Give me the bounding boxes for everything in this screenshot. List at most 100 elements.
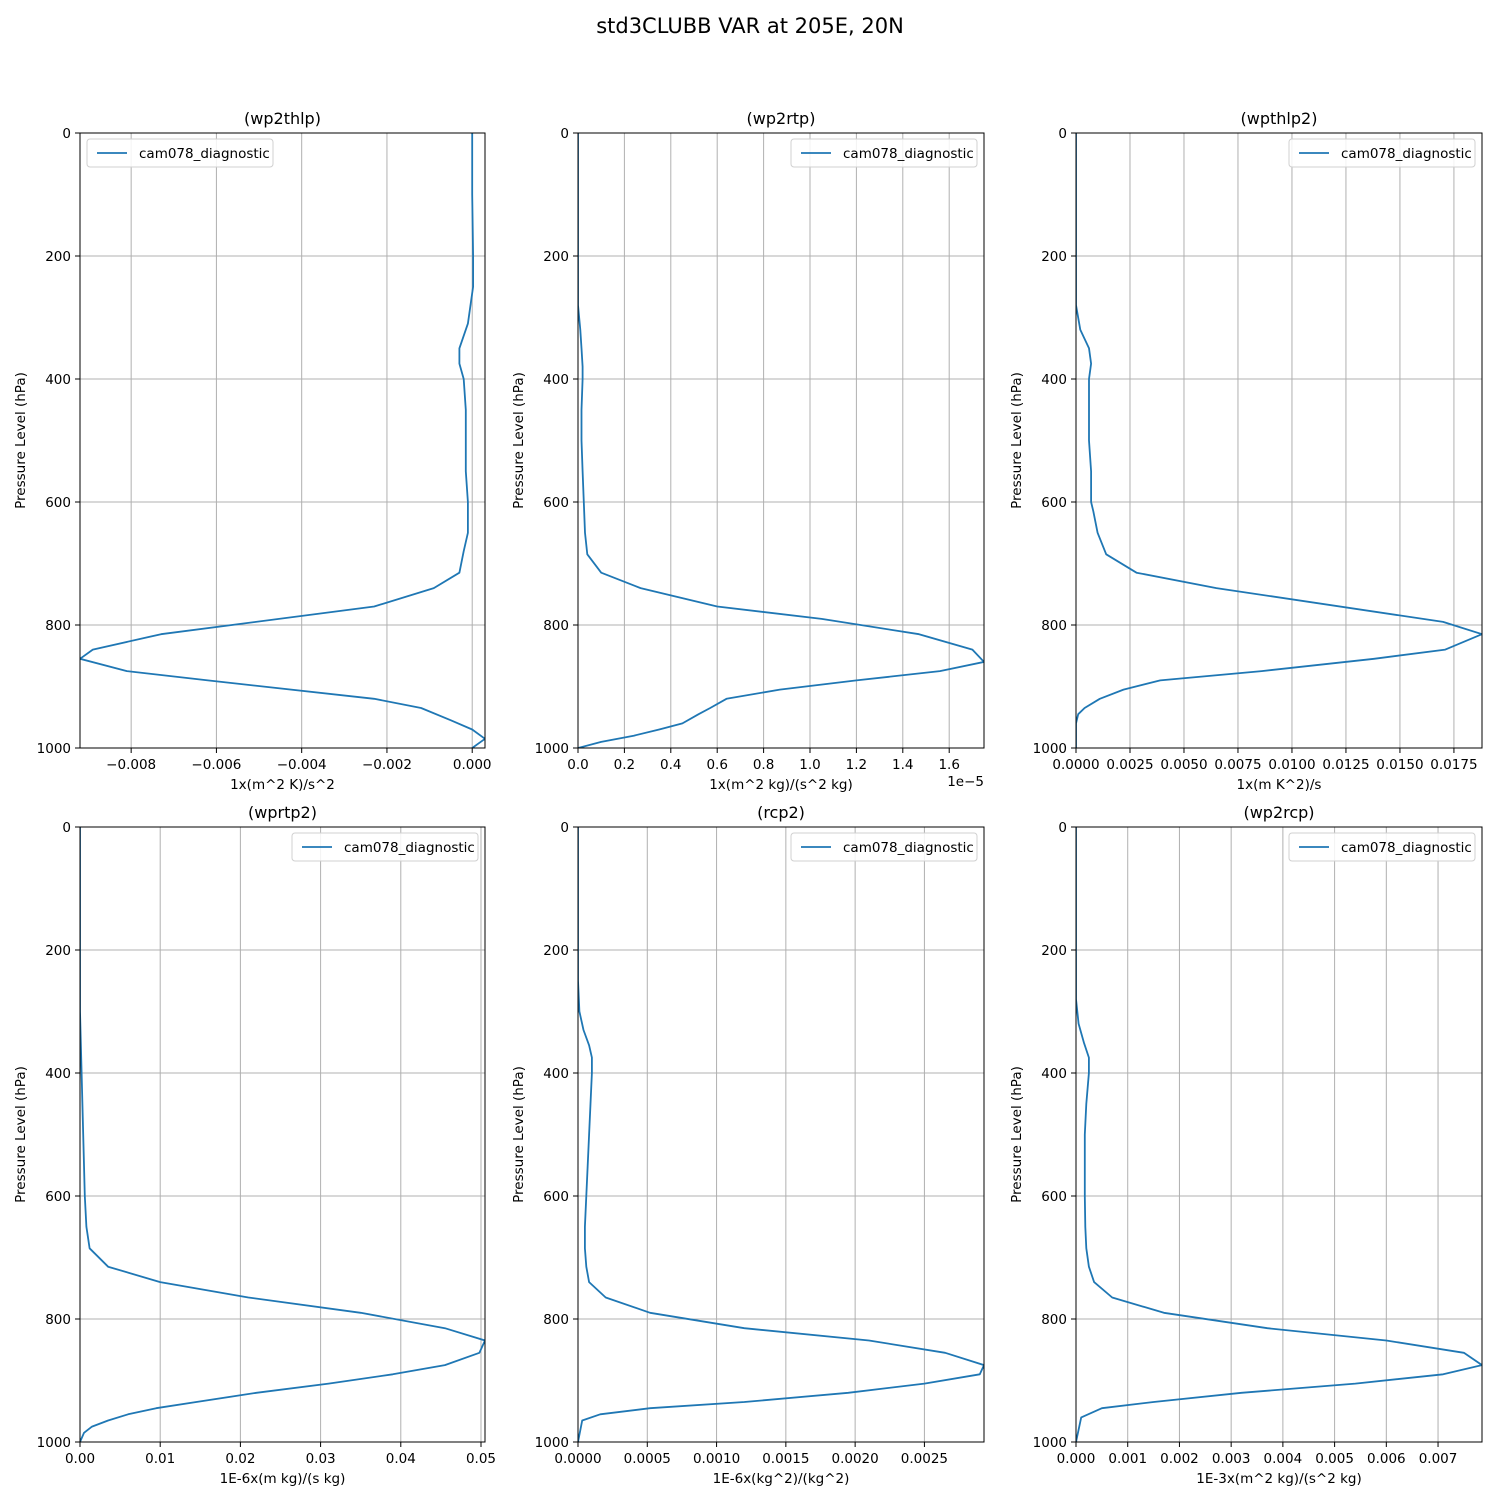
x-tick-label: 0.0 xyxy=(567,757,588,773)
legend-box xyxy=(291,832,479,862)
y-tick-label: 800 xyxy=(543,618,569,634)
legend: cam078_diagnostic xyxy=(790,138,978,168)
series-line xyxy=(578,827,984,1442)
y-tick-label: 200 xyxy=(45,249,71,265)
x-tick-label: 0.05 xyxy=(466,1451,496,1467)
subplot-1: −0.008 −0.006 −0.004 −0.002 0.000 0 200 400 600 8… xyxy=(13,109,492,793)
y-tick-label: 1000 xyxy=(37,1435,71,1451)
x-tick-label: 0.0000 xyxy=(554,1451,601,1467)
x-tick-label: 1.2 xyxy=(846,757,867,773)
x-tick-label: 0.4 xyxy=(660,757,681,773)
x-tick-label: 0.01 xyxy=(145,1451,175,1467)
legend-label: cam078_diagnostic xyxy=(843,146,974,162)
legend-label: cam078_diagnostic xyxy=(1341,146,1472,162)
x-offset-label: 1e−5 xyxy=(947,774,984,790)
x-tick-label: 0.005 xyxy=(1315,1451,1354,1467)
subplot-title: (wp2thlp) xyxy=(244,109,321,128)
subplot-title: (wp2rcp) xyxy=(1243,803,1314,822)
y-tick-label: 400 xyxy=(543,372,569,388)
legend-box xyxy=(1288,832,1476,862)
y-tick-label: 200 xyxy=(1041,943,1067,959)
x-tick-label: 0.00 xyxy=(65,1451,95,1467)
y-axis-label: Pressure Level (hPa) xyxy=(1009,372,1025,509)
y-tick-label: 400 xyxy=(1041,372,1067,388)
x-tick-label: 0.04 xyxy=(386,1451,416,1467)
legend-box xyxy=(86,138,274,168)
y-axis-label: Pressure Level (hPa) xyxy=(511,372,527,509)
y-axis-label: Pressure Level (hPa) xyxy=(13,1066,29,1203)
legend-label: cam078_diagnostic xyxy=(843,840,974,856)
x-tick-label: 0.0000 xyxy=(1052,757,1099,773)
axes-frame xyxy=(1075,826,1483,1443)
y-axis-label: Pressure Level (hPa) xyxy=(511,1066,527,1203)
y-tick-label: 1000 xyxy=(1033,741,1067,757)
subplot-3: 0.0000 0.0025 0.0050 0.0075 0.0100 0.0125 0.01… xyxy=(1009,109,1483,793)
y-tick-label: 600 xyxy=(45,495,71,511)
subplot-title: (wpthlp2) xyxy=(1241,109,1318,128)
subplot-4: 0.00 0.01 0.02 0.03 0.04 0.05 0 200 400 600 800 100… xyxy=(13,803,496,1487)
x-tick-label: 0.0025 xyxy=(1106,757,1153,773)
x-axis-label: 1E-6x(m kg)/(s kg) xyxy=(220,1471,346,1487)
y-tick-label: 1000 xyxy=(37,741,71,757)
x-tick-label: 1.4 xyxy=(892,757,913,773)
y-tick-label: 800 xyxy=(543,1312,569,1328)
y-tick-label: 1000 xyxy=(1033,1435,1067,1451)
y-tick-label: 0 xyxy=(62,126,71,142)
y-tick-label: 0 xyxy=(1058,126,1067,142)
x-tick-label: 0.003 xyxy=(1212,1451,1251,1467)
series-line xyxy=(80,133,485,748)
x-tick-label: 0.03 xyxy=(306,1451,336,1467)
x-tick-label: 0.2 xyxy=(614,757,635,773)
legend: cam078_diagnostic xyxy=(790,832,978,862)
y-tick-label: 200 xyxy=(45,943,71,959)
y-tick-label: 400 xyxy=(45,372,71,388)
x-tick-label: 0.8 xyxy=(753,757,774,773)
x-tick-label: 0.0020 xyxy=(832,1451,879,1467)
legend: cam078_diagnostic xyxy=(1288,832,1476,862)
x-axis-label: 1x(m^2 K)/s^2 xyxy=(230,777,335,793)
y-tick-label: 600 xyxy=(45,1189,71,1205)
y-tick-label: 0 xyxy=(560,820,569,836)
figure-title: std3CLUBB VAR at 205E, 20N xyxy=(596,14,904,38)
x-tick-label: 1.0 xyxy=(799,757,820,773)
x-tick-label: 0.0075 xyxy=(1214,757,1261,773)
x-tick-label: 0.004 xyxy=(1264,1451,1303,1467)
x-tick-label: 0.001 xyxy=(1108,1451,1147,1467)
axes-frame xyxy=(577,132,985,749)
y-tick-label: 800 xyxy=(1041,618,1067,634)
y-tick-label: 200 xyxy=(543,943,569,959)
series-line xyxy=(1076,133,1482,748)
axes-frame xyxy=(1075,132,1483,749)
series-line xyxy=(80,827,485,1442)
y-tick-label: 400 xyxy=(1041,1066,1067,1082)
x-tick-label: 0.007 xyxy=(1419,1451,1458,1467)
legend: cam078_diagnostic xyxy=(291,832,479,862)
x-tick-label: 0.0100 xyxy=(1268,757,1315,773)
subplot-title: (rcp2) xyxy=(757,803,805,822)
y-tick-label: 0 xyxy=(62,820,71,836)
y-tick-label: 0 xyxy=(1058,820,1067,836)
y-tick-label: 1000 xyxy=(535,741,569,757)
x-tick-label: −0.002 xyxy=(362,757,412,773)
y-tick-label: 600 xyxy=(543,1189,569,1205)
x-tick-label: 0.0150 xyxy=(1376,757,1423,773)
subplot-title: (wp2rtp) xyxy=(747,109,816,128)
legend-label: cam078_diagnostic xyxy=(1341,840,1472,856)
subplot-2: 0.0 0.2 0.4 0.6 0.8 1.0 1.2 1.4 1.6 0 200 400 600 800… xyxy=(511,109,985,793)
x-tick-label: 0.0005 xyxy=(624,1451,671,1467)
x-axis-label: 1x(m^2 kg)/(s^2 kg) xyxy=(709,777,853,793)
x-tick-label: 0.006 xyxy=(1367,1451,1406,1467)
series-line xyxy=(578,133,984,748)
legend: cam078_diagnostic xyxy=(86,138,274,168)
x-tick-label: 0.000 xyxy=(1057,1451,1096,1467)
y-tick-label: 800 xyxy=(45,618,71,634)
axes-frame xyxy=(577,826,985,1443)
y-tick-label: 800 xyxy=(1041,1312,1067,1328)
y-axis-label: Pressure Level (hPa) xyxy=(1009,1066,1025,1203)
legend-label: cam078_diagnostic xyxy=(344,840,475,856)
y-tick-label: 200 xyxy=(1041,249,1067,265)
subplot-6: 0.000 0.001 0.002 0.003 0.004 0.005 0.006 0.007… xyxy=(1009,803,1483,1487)
axes-frame xyxy=(79,132,486,749)
x-axis-label: 1x(m K^2)/s xyxy=(1237,777,1322,793)
